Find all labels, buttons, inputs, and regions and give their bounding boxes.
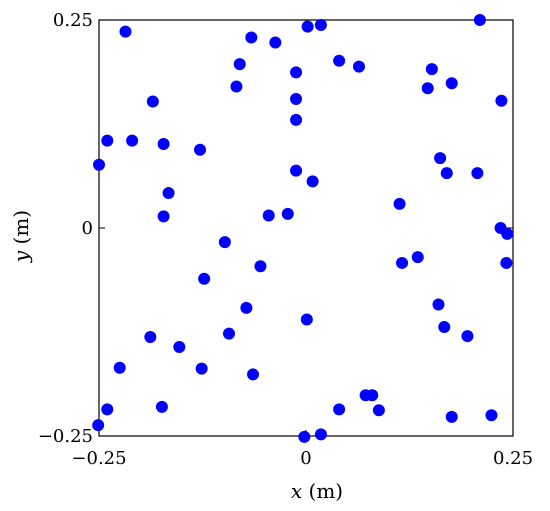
data-point bbox=[485, 409, 498, 422]
x-tick-label: 0 bbox=[300, 448, 311, 469]
data-point bbox=[198, 272, 211, 285]
data-point bbox=[290, 66, 303, 79]
data-point bbox=[126, 134, 139, 147]
y-axis-label: y (m) bbox=[9, 210, 33, 263]
data-point bbox=[157, 137, 170, 150]
data-point bbox=[314, 18, 327, 31]
axis-ticks: −0.25 0 0.25 −0.25 0 0.25 bbox=[38, 10, 533, 469]
data-point bbox=[301, 20, 314, 33]
data-point bbox=[366, 389, 379, 402]
data-point bbox=[396, 256, 409, 269]
y-tick-label: 0.25 bbox=[53, 10, 93, 31]
data-point bbox=[438, 321, 451, 334]
data-point bbox=[240, 301, 253, 314]
data-point bbox=[162, 187, 175, 200]
data-point bbox=[290, 164, 303, 177]
data-point bbox=[157, 210, 170, 223]
data-point bbox=[300, 313, 313, 326]
data-point bbox=[195, 362, 208, 375]
data-point bbox=[471, 167, 484, 180]
data-point bbox=[434, 152, 447, 165]
data-point bbox=[194, 143, 207, 156]
data-point bbox=[501, 227, 514, 240]
data-point bbox=[432, 298, 445, 311]
data-point bbox=[245, 31, 258, 44]
data-point bbox=[254, 260, 267, 273]
data-point bbox=[393, 197, 406, 210]
data-point bbox=[306, 175, 319, 188]
data-point bbox=[262, 209, 275, 222]
data-point bbox=[473, 14, 486, 26]
data-point bbox=[372, 404, 385, 417]
data-point bbox=[461, 330, 474, 343]
data-point bbox=[233, 58, 246, 71]
data-point bbox=[298, 430, 311, 443]
data-point bbox=[290, 113, 303, 126]
data-point bbox=[155, 400, 168, 413]
data-point bbox=[146, 95, 159, 108]
data-point bbox=[222, 327, 235, 340]
y-tick-label: 0 bbox=[82, 218, 93, 239]
data-point bbox=[421, 82, 434, 95]
x-axis-label: x (m) bbox=[291, 479, 343, 503]
data-point bbox=[269, 36, 282, 49]
data-point bbox=[247, 368, 260, 381]
data-point bbox=[500, 256, 513, 269]
data-point bbox=[314, 428, 327, 441]
data-points bbox=[92, 14, 514, 443]
data-point bbox=[113, 361, 126, 374]
data-point bbox=[290, 93, 303, 106]
data-point bbox=[281, 207, 294, 220]
y-tick-label: −0.25 bbox=[38, 426, 93, 447]
data-point bbox=[445, 77, 458, 90]
data-point bbox=[144, 330, 157, 343]
data-point bbox=[218, 236, 231, 249]
data-point bbox=[411, 251, 424, 264]
data-point bbox=[352, 60, 365, 73]
data-point bbox=[101, 134, 114, 147]
data-point bbox=[173, 340, 186, 353]
data-point bbox=[230, 80, 243, 93]
data-point bbox=[445, 410, 458, 423]
data-point bbox=[119, 25, 132, 38]
data-point bbox=[93, 158, 105, 171]
data-point bbox=[425, 63, 438, 76]
data-point bbox=[101, 403, 114, 416]
data-point bbox=[333, 54, 346, 67]
data-point bbox=[333, 403, 346, 416]
data-point bbox=[92, 419, 105, 432]
x-tick-label: −0.25 bbox=[71, 448, 126, 469]
data-point bbox=[440, 167, 453, 180]
data-point bbox=[495, 94, 508, 107]
x-tick-label: 0.25 bbox=[493, 448, 533, 469]
